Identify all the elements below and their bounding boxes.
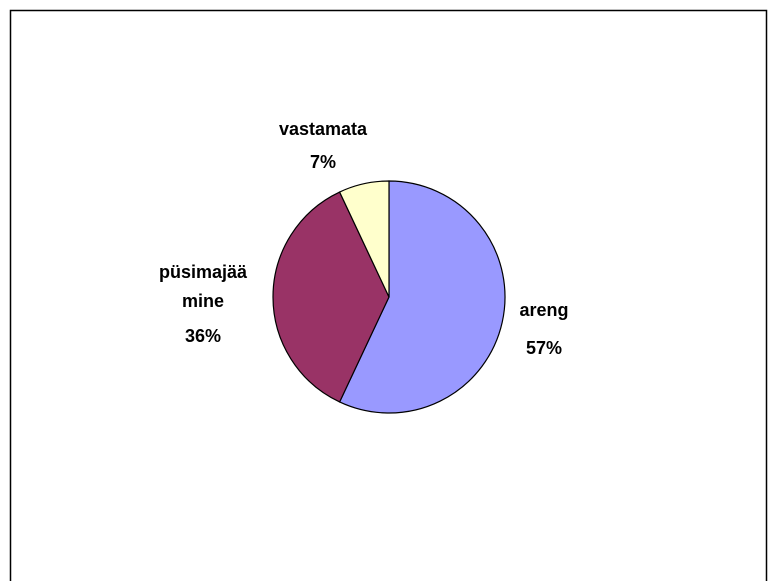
value-label: 36% — [184, 326, 222, 346]
category-label: püsimajää mine — [158, 262, 248, 311]
category-label: vastamata — [278, 119, 368, 139]
value-label: 7% — [309, 152, 336, 172]
pie-slice — [338, 180, 390, 298]
frame — [9, 9, 768, 581]
category-label: areng — [519, 300, 569, 320]
pie-slice — [272, 191, 390, 403]
pie-slice — [338, 180, 506, 414]
value-label: 57% — [525, 338, 563, 358]
